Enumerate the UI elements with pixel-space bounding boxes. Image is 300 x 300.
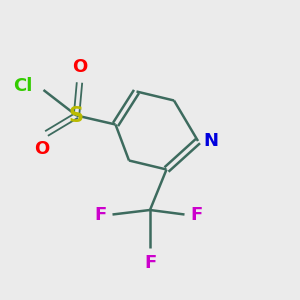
Text: F: F (190, 206, 203, 224)
Text: O: O (34, 140, 50, 158)
Text: O: O (72, 58, 87, 76)
Text: Cl: Cl (14, 77, 33, 95)
Text: F: F (94, 206, 106, 224)
Text: S: S (69, 106, 84, 125)
Text: F: F (144, 254, 156, 272)
Text: N: N (203, 132, 218, 150)
